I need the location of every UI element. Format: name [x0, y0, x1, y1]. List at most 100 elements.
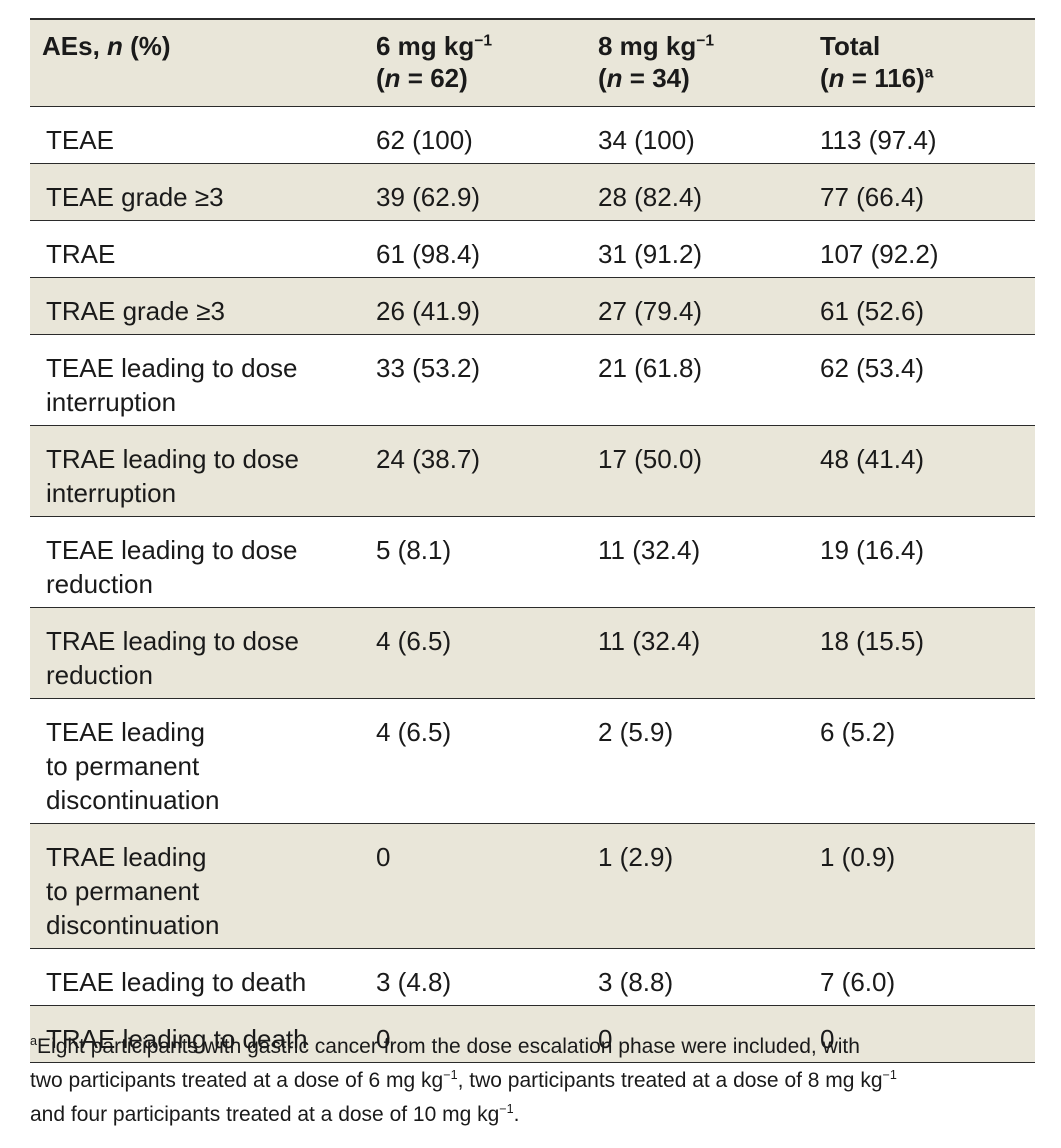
cell-6mg: 62 (100) [376, 106, 598, 164]
cell-total: 7 (6.0) [820, 948, 1035, 1006]
header-aes-pct: (%) [122, 31, 171, 61]
header-total-paren: ( [820, 63, 829, 93]
cell-6mg: 33 (53.2) [376, 334, 598, 426]
row-label-line: TEAE leading to death [46, 967, 307, 997]
cell-total: 62 (53.4) [820, 334, 1035, 426]
table-row: TRAE leading to dose interruption 24 (38.7… [30, 425, 1035, 517]
row-label-line: TEAE grade ≥3 [46, 182, 224, 212]
row-label-line: to permanent [46, 751, 200, 781]
header-total-footnote-marker: a [924, 64, 934, 82]
header-6mg: 6 mg kg−1 (n = 62) [376, 19, 598, 107]
cell-total: 6 (5.2) [820, 698, 1035, 824]
footnote-line-2b: , two participants treated at a dose of … [457, 1069, 883, 1092]
table-row: TEAE leading to dose reduction 5 (8.1) 11 (… [30, 516, 1035, 608]
cell-8mg: 0 [598, 1005, 820, 1063]
cell-total: 48 (41.4) [820, 425, 1035, 517]
header-6mg-exponent: −1 [474, 32, 493, 50]
header-8mg-paren: ( [598, 63, 607, 93]
footnote-line-3: and four participants treated at a dose … [30, 1098, 1030, 1132]
row-label-line: discontinuation [46, 785, 220, 815]
table-body: TEAE 62 (100) 34 (100) 113 (97.4) TEAE grade… [30, 106, 1035, 1063]
row-label: TRAE [30, 220, 376, 278]
table-row: TRAE leading to permanent discontinuation 0… [30, 823, 1035, 949]
row-label: TRAE leading to death [30, 1005, 376, 1063]
cell-8mg: 34 (100) [598, 106, 820, 164]
adverse-events-table-container: AEs, n (%) 6 mg kg−1 (n = 62) 8 mg kg−1 … [30, 18, 1035, 1063]
row-label-line: to permanent [46, 876, 200, 906]
cell-8mg: 1 (2.9) [598, 823, 820, 949]
header-8mg-exponent: −1 [696, 32, 715, 50]
row-label-line: discontinuation [46, 910, 220, 940]
cell-total: 107 (92.2) [820, 220, 1035, 278]
row-label-line: interruption [46, 387, 177, 417]
cell-6mg: 39 (62.9) [376, 163, 598, 221]
cell-8mg: 2 (5.9) [598, 698, 820, 824]
footnote-marker: a [30, 1034, 38, 1048]
cell-8mg: 17 (50.0) [598, 425, 820, 517]
row-label: TRAE leading to dose reduction [30, 607, 376, 699]
cell-total: 61 (52.6) [820, 277, 1035, 335]
row-label: TRAE leading to dose interruption [30, 425, 376, 517]
header-8mg: 8 mg kg−1 (n = 34) [598, 19, 820, 107]
cell-total: 1 (0.9) [820, 823, 1035, 949]
row-label-line: TRAE leading to dose [46, 626, 299, 656]
row-label-line: TEAE leading to dose [46, 535, 298, 565]
row-label-line: TRAE leading [46, 842, 207, 872]
row-label-line: TRAE leading to dose [46, 444, 299, 474]
cell-total: 18 (15.5) [820, 607, 1035, 699]
footnote-exponent-3: −1 [499, 1102, 514, 1116]
adverse-events-table: AEs, n (%) 6 mg kg−1 (n = 62) 8 mg kg−1 … [30, 18, 1035, 1063]
cell-6mg: 26 (41.9) [376, 277, 598, 335]
table-row: TEAE leading to death 3 (4.8) 3 (8.8) 7 (6.… [30, 948, 1035, 1006]
footnote-line-2: two participants treated at a dose of 6 … [30, 1064, 1030, 1098]
table-header-row: AEs, n (%) 6 mg kg−1 (n = 62) 8 mg kg−1 … [30, 19, 1035, 107]
table-row: TRAE 61 (98.4) 31 (91.2) 107 (92.2) [30, 220, 1035, 278]
row-label: TEAE [30, 106, 376, 164]
row-label-line: TEAE leading to dose [46, 353, 298, 383]
table-row: TEAE 62 (100) 34 (100) 113 (97.4) [30, 106, 1035, 164]
table-footnote: aEight participants with gastric cancer … [30, 1030, 1030, 1132]
header-aes-text: AEs, [42, 31, 108, 61]
header-total-n: n [828, 63, 845, 93]
cell-6mg: 0 [376, 1005, 598, 1063]
row-label-line: TRAE [46, 239, 116, 269]
row-label: TEAE leading to death [30, 948, 376, 1006]
header-6mg-count: = 62) [400, 63, 468, 93]
table-row: TEAE leading to permanent discontinuation 4… [30, 698, 1035, 824]
row-label: TEAE leading to permanent discontinuation [30, 698, 376, 824]
row-label: TEAE leading to dose reduction [30, 516, 376, 608]
row-label-line: TEAE leading [46, 717, 205, 747]
cell-6mg: 4 (6.5) [376, 607, 598, 699]
header-total: Total (n = 116)a [820, 19, 1035, 107]
cell-6mg: 0 [376, 823, 598, 949]
header-total-count: = 116) [844, 63, 925, 93]
cell-total: 113 (97.4) [820, 106, 1035, 164]
cell-6mg: 61 (98.4) [376, 220, 598, 278]
table-row: TEAE grade ≥3 39 (62.9) 28 (82.4) 77 (66.4) [30, 163, 1035, 221]
cell-6mg: 3 (4.8) [376, 948, 598, 1006]
row-label-line: TRAE grade ≥3 [46, 296, 226, 326]
footnote-line-2a: two participants treated at a dose of 6 … [30, 1069, 444, 1092]
row-label-line: TRAE leading to death [46, 1024, 308, 1054]
row-label: TRAE grade ≥3 [30, 277, 376, 335]
row-label-line: reduction [46, 660, 153, 690]
header-aes-n: n [107, 31, 123, 61]
cell-8mg: 31 (91.2) [598, 220, 820, 278]
header-8mg-n: n [606, 63, 623, 93]
footnote-exponent-2: −1 [882, 1068, 897, 1082]
header-6mg-n: n [384, 63, 401, 93]
row-label-line: reduction [46, 569, 153, 599]
cell-total: 19 (16.4) [820, 516, 1035, 608]
footnote-exponent-1: −1 [443, 1068, 458, 1082]
row-label-line: TEAE [46, 125, 114, 155]
cell-8mg: 27 (79.4) [598, 277, 820, 335]
header-8mg-count: = 34) [622, 63, 690, 93]
footnote-line-3a: and four participants treated at a dose … [30, 1103, 500, 1126]
row-label: TEAE grade ≥3 [30, 163, 376, 221]
table-row: TRAE leading to death 0 0 0 [30, 1005, 1035, 1063]
cell-8mg: 11 (32.4) [598, 516, 820, 608]
row-label-line: interruption [46, 478, 177, 508]
row-label: TEAE leading to dose interruption [30, 334, 376, 426]
cell-6mg: 5 (8.1) [376, 516, 598, 608]
cell-total: 77 (66.4) [820, 163, 1035, 221]
